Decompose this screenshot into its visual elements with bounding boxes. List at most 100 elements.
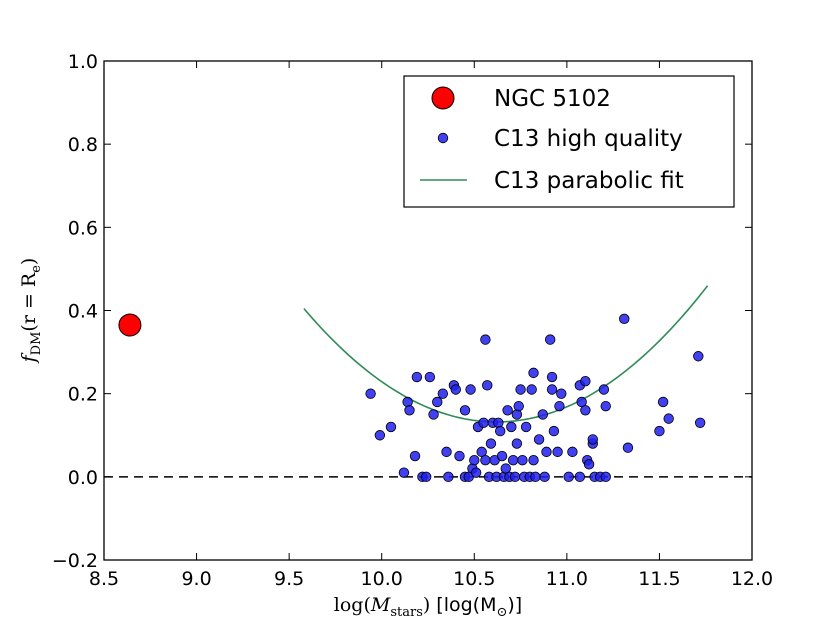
- c13-data-point: [495, 425, 506, 437]
- c13-data-point: [530, 471, 541, 483]
- c13-data-point: [528, 455, 539, 466]
- x-tick-label: 9.0: [181, 568, 211, 590]
- x-tick-label: 10.5: [453, 568, 495, 590]
- plot-frame: [103, 60, 753, 561]
- c13-data-point: [450, 384, 461, 395]
- c13-data-point: [507, 455, 519, 466]
- x-tick-label: 9.5: [274, 568, 304, 590]
- c13-data-point: [583, 459, 595, 470]
- c13-data-point: [587, 434, 598, 445]
- c13-data-point: [563, 471, 574, 483]
- x-tick-label: 11.0: [546, 568, 588, 590]
- x-tick-label: 12.0: [731, 568, 773, 590]
- x-label-bracket-open: [log(M: [436, 594, 496, 616]
- x-tick-label: 11.5: [638, 568, 680, 590]
- legend-label-c13-parabolic-fit: C13 parabolic fit: [494, 168, 684, 194]
- c13-data-point: [409, 450, 421, 462]
- c13-data-point: [544, 334, 556, 345]
- y-tick-label: 1.0: [68, 51, 98, 73]
- fit-line-layer: [303, 285, 709, 423]
- c13-data-point: [465, 384, 476, 395]
- x-label-log-close: ): [423, 594, 430, 616]
- c13-data-point: [554, 400, 565, 412]
- c13-data-point: [546, 371, 558, 383]
- c13-data-point: [441, 446, 452, 458]
- legend-marker-c13-high-quality: [437, 132, 449, 144]
- c13-data-point: [411, 371, 423, 383]
- y-tick-label: 0.2: [68, 384, 98, 406]
- scatter-points-layer: [365, 313, 706, 483]
- c13-data-point: [398, 467, 410, 478]
- c13-data-point: [657, 396, 669, 408]
- c13-data-point: [552, 446, 563, 458]
- c13-data-point: [480, 455, 491, 466]
- c13-data-point: [548, 425, 560, 437]
- legend-label-c13-high-quality: C13 high quality: [494, 126, 683, 152]
- x-label-sun: ⊙: [496, 605, 507, 620]
- c13-data-point: [556, 388, 567, 399]
- x-tick-label: 8.5: [89, 568, 119, 590]
- c13-data-point: [533, 434, 545, 445]
- c13-data-point: [485, 438, 497, 449]
- c13-data-point: [600, 471, 611, 483]
- x-tick-label: 10.0: [361, 568, 403, 590]
- c13-data-point: [574, 471, 586, 483]
- c13-data-point: [513, 400, 524, 412]
- c13-data-point: [515, 384, 526, 395]
- c13-data-point: [404, 405, 415, 416]
- c13-data-point: [385, 421, 397, 433]
- c13-data-point: [600, 400, 611, 412]
- c13-data-point: [502, 405, 513, 416]
- c13-data-point: [567, 446, 578, 458]
- legend-marker-ngc5102: [431, 86, 455, 110]
- c13-data-point: [443, 471, 454, 483]
- c13-data-point: [432, 396, 443, 408]
- c13-data-point: [654, 425, 665, 437]
- c13-data-point: [622, 442, 634, 453]
- c13-data-point: [520, 421, 532, 433]
- ngc5102-data-point: [118, 313, 142, 337]
- x-label-bracket-close: )]: [507, 594, 522, 616]
- c13-data-point: [420, 471, 432, 483]
- c13-data-point: [580, 405, 591, 416]
- y-label-f: f: [18, 352, 40, 364]
- c13-data-point: [459, 405, 471, 416]
- c13-data-point: [546, 384, 558, 395]
- c13-data-point: [454, 450, 465, 462]
- c13-data-point: [482, 380, 493, 391]
- c13-data-point: [598, 384, 610, 395]
- c13-data-point: [511, 438, 523, 449]
- legend: NGC 5102 C13 high quality C13 parabolic …: [403, 75, 735, 208]
- legend-label-ngc5102: NGC 5102: [494, 86, 611, 112]
- c13-data-point: [537, 409, 548, 420]
- c13-data-point: [663, 413, 674, 424]
- c13-data-point: [506, 421, 517, 433]
- c13-data-point: [541, 446, 552, 458]
- y-label-mid: (r = R: [18, 272, 40, 331]
- c13-data-point: [469, 455, 480, 466]
- y-axis-label: fDM(r = Re): [18, 258, 44, 365]
- c13-data-point: [365, 388, 376, 399]
- y-tick-label: 0.8: [68, 134, 98, 156]
- c13-data-point: [428, 409, 439, 420]
- c13-data-point: [509, 471, 521, 483]
- x-label-m: M: [370, 594, 391, 616]
- c13-data-point: [424, 371, 436, 383]
- c13-data-point: [526, 384, 537, 395]
- c13-data-point: [374, 430, 386, 441]
- ticks-layer: 8.5 9.0 9.5 10.0 10.5 11.0 11.5 12.0 −0.2 0.0 0.2 0…: [52, 51, 773, 590]
- c13-data-point: [693, 351, 704, 362]
- c13-data-point: [619, 313, 630, 325]
- c13-parabolic-fit-line: [303, 285, 709, 423]
- x-axis-label: log(Mstars) [log(M⊙)]: [334, 594, 522, 620]
- y-tick-label: 0.0: [68, 467, 98, 489]
- c13-data-point: [480, 334, 491, 345]
- c13-data-point: [539, 471, 550, 483]
- c13-data-point: [478, 417, 489, 428]
- y-label-close: ): [18, 258, 40, 265]
- c13-data-point: [437, 388, 449, 399]
- y-tick-label: 0.6: [68, 217, 98, 239]
- c13-data-point: [528, 367, 539, 379]
- legend-box: [403, 75, 735, 208]
